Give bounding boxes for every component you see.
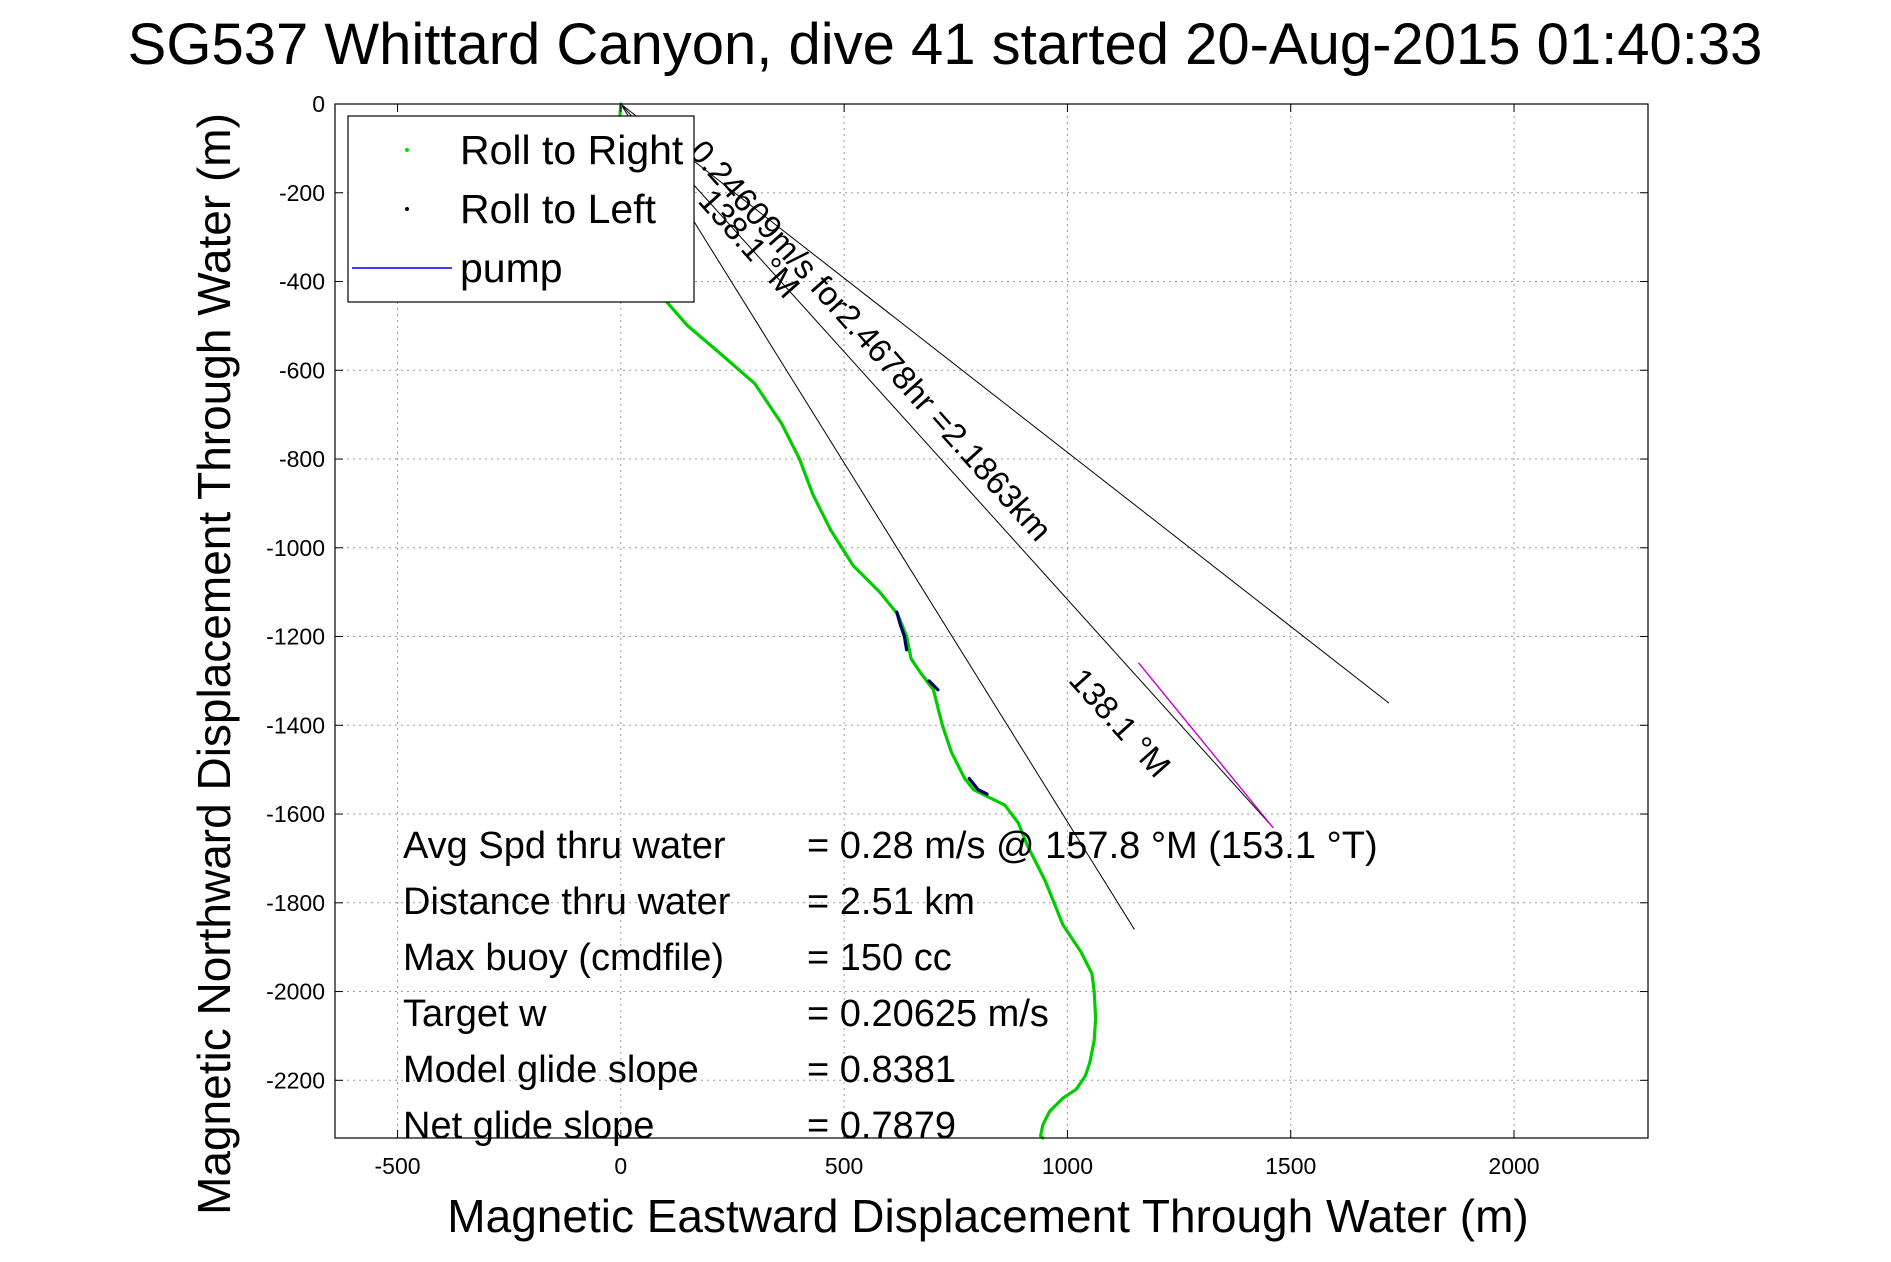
y-tick-label: -1400 (266, 712, 325, 738)
reference-lines (620, 103, 1390, 930)
stat-value: = 2.51 km (807, 881, 975, 923)
stat-value: = 0.20625 m/s (807, 993, 1049, 1035)
stat-value: = 150 cc (807, 937, 952, 979)
x-tick-label: 1000 (1042, 1153, 1093, 1179)
reference-line (620, 103, 1135, 930)
reference-line (620, 103, 1390, 704)
y-axis-label: Magnetic Northward Displacement Through … (188, 113, 240, 1215)
legend-marker (405, 207, 409, 211)
x-axis-label: Magnetic Eastward Displacement Through W… (447, 1190, 1528, 1242)
series (615, 102, 1274, 1140)
legend-label: Roll to Right (460, 127, 684, 173)
y-tick-label: -1200 (266, 624, 325, 650)
pump-line (1138, 662, 1274, 829)
stats-block: Avg Spd thru water = 0.28 m/s @ 157.8 °M … (403, 825, 1378, 1147)
y-tick-label: 0 (312, 91, 325, 117)
y-tick-label: -1800 (266, 890, 325, 916)
stat-label: Max buoy (cmdfile) (403, 937, 724, 979)
legend: Roll to Right Roll to Left pump (347, 115, 695, 303)
stat-label: Target w (403, 993, 547, 1035)
stat-value: = 0.7879 (807, 1105, 956, 1147)
x-tick-label: -500 (375, 1153, 421, 1179)
y-tick-label: -400 (279, 269, 325, 295)
y-tick-label: -800 (279, 446, 325, 472)
roll-to-left-segment (895, 610, 909, 652)
stat-value: = 0.28 m/s @ 157.8 °M (153.1 °T) (807, 825, 1378, 867)
roll-to-left-segment (967, 776, 989, 796)
legend-label: pump (460, 245, 563, 291)
chart-title: SG537 Whittard Canyon, dive 41 started 2… (128, 12, 1763, 77)
stat-label: Net glide slope (403, 1105, 654, 1147)
legend-marker (405, 148, 409, 152)
y-tick-label: -2000 (266, 979, 325, 1005)
axis-ticks: -500 0 500 1000 1500 2000 0 -200 -400 -600 -800 -10… (266, 91, 1648, 1179)
y-tick-label: -600 (279, 357, 325, 383)
roll-to-left-segment (927, 679, 940, 692)
x-tick-label: 0 (614, 1153, 627, 1179)
roll-to-right-track (615, 102, 1098, 1140)
reference-line (620, 103, 1274, 828)
stat-label: Model glide slope (403, 1049, 699, 1091)
y-tick-label: -2200 (266, 1067, 325, 1093)
y-tick-label: -1600 (266, 801, 325, 827)
plot-area-frame (334, 103, 1649, 1139)
y-tick-label: -1000 (266, 535, 325, 561)
stat-label: Avg Spd thru water (403, 825, 726, 867)
line-annotation: 0.24609m/s for2.4678hr =2.1863km (683, 133, 1060, 548)
x-tick-label: 1500 (1265, 1153, 1316, 1179)
x-tick-label: 2000 (1488, 1153, 1539, 1179)
legend-label: Roll to Left (460, 186, 657, 232)
stat-label: Distance thru water (403, 881, 731, 923)
line-annotation: 138.1 °M (1062, 661, 1178, 784)
grid (335, 103, 1648, 1138)
y-tick-label: -200 (279, 180, 325, 206)
x-tick-label: 500 (825, 1153, 863, 1179)
stat-value: = 0.8381 (807, 1049, 956, 1091)
